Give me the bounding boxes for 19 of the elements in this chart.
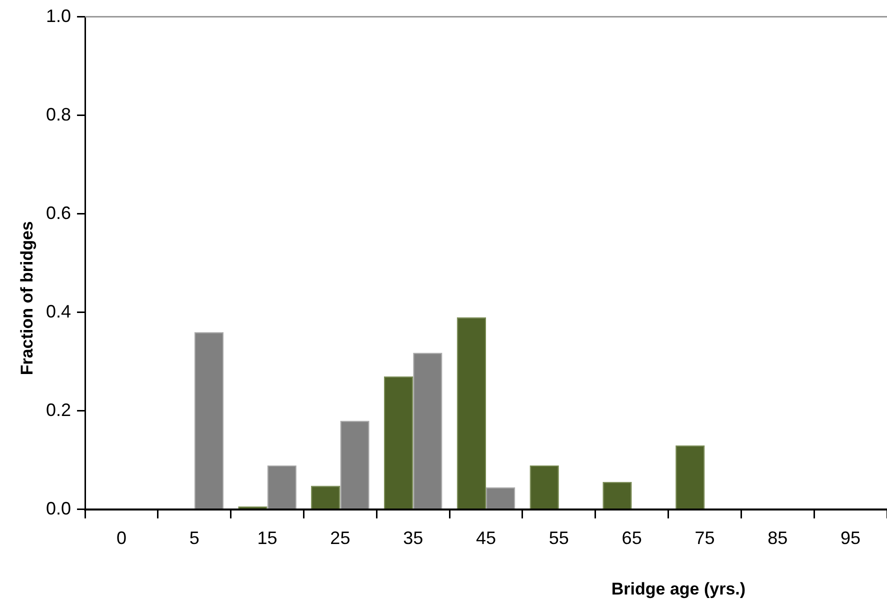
x-tick-label: 5 [189,528,200,548]
y-tick-label: 0.8 [46,104,72,124]
x-tick-label: 95 [840,528,861,548]
y-tick-label: 0.2 [46,400,72,420]
x-tick-label: 65 [622,528,642,548]
x-tick-label: 75 [694,528,715,548]
x-tick-label: 15 [257,528,278,548]
x-axis-title: Bridge age (yrs.) [611,580,746,599]
y-tick-label: 0.0 [46,498,72,518]
x-tick-label: 35 [403,528,424,548]
x-tick-label: 55 [548,528,569,548]
y-tick-label: 0.6 [46,202,72,223]
y-tick-label: 1.0 [46,6,72,26]
x-tick-label: 45 [476,528,496,548]
x-tick-label: 0 [116,528,126,548]
y-tick-label: 0.4 [46,301,72,322]
x-tick-label: 85 [768,528,788,548]
x-tick-label: 25 [330,528,350,548]
y-axis-title: Fraction of bridges [18,221,37,376]
